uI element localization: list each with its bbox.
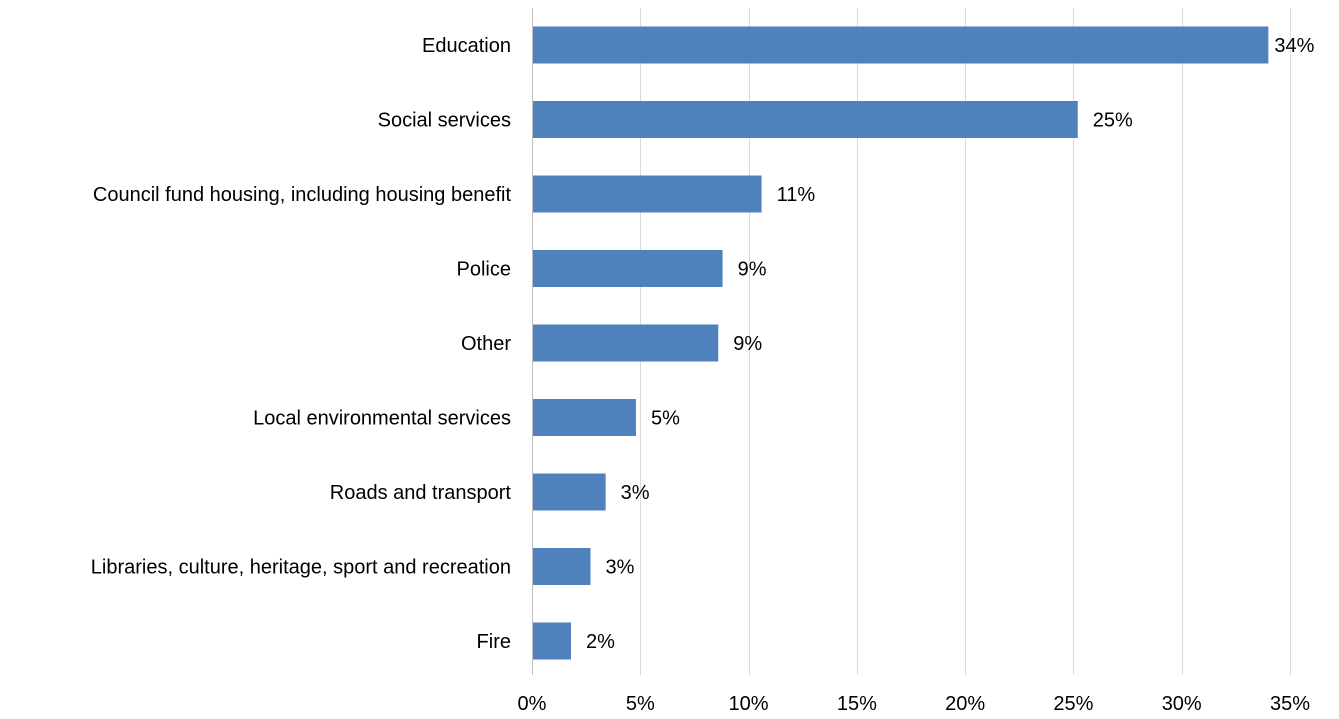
bar <box>533 175 762 213</box>
bar <box>533 101 1078 138</box>
x-tick-label: 5% <box>626 693 655 715</box>
category-labels: Education Social services Council fund hou… <box>91 35 512 653</box>
x-tick-label: 15% <box>837 693 877 715</box>
x-tick-label: 0% <box>518 693 547 715</box>
bar <box>533 250 723 287</box>
value-labels: 34% 25% 11% 9% 9% 5% 3% 3% 2% <box>586 35 1315 653</box>
category-label: Other <box>461 333 511 355</box>
data-label: 9% <box>733 333 762 355</box>
x-tick-labels: 0% 5% 10% 15% 20% 25% 30% 35% <box>518 693 1311 715</box>
data-label: 9% <box>738 259 767 281</box>
x-tick-label: 20% <box>945 693 985 715</box>
category-label: Education <box>422 35 511 57</box>
category-label: Local environmental services <box>253 408 511 430</box>
data-label: 5% <box>651 408 680 430</box>
x-tick-label: 25% <box>1053 693 1093 715</box>
bar <box>533 622 571 660</box>
category-label: Social services <box>378 110 511 132</box>
category-label: Fire <box>477 631 511 653</box>
data-label: 2% <box>586 631 615 653</box>
data-label: 34% <box>1274 35 1314 57</box>
bar <box>533 26 1269 64</box>
category-label: Libraries, culture, heritage, sport and … <box>91 557 511 579</box>
data-label: 25% <box>1093 110 1133 132</box>
bar <box>533 324 719 362</box>
data-label: 11% <box>777 184 816 206</box>
bar <box>533 548 591 585</box>
data-label: 3% <box>605 557 634 579</box>
bars <box>533 26 1269 660</box>
category-label: Roads and transport <box>330 482 512 504</box>
bar <box>533 399 636 436</box>
category-label: Council fund housing, including housing … <box>93 184 512 206</box>
x-tick-label: 35% <box>1270 693 1310 715</box>
data-label: 3% <box>621 482 650 504</box>
category-label: Police <box>457 259 511 281</box>
bar <box>533 473 606 511</box>
x-tick-label: 30% <box>1162 693 1202 715</box>
x-tick-label: 10% <box>729 693 769 715</box>
